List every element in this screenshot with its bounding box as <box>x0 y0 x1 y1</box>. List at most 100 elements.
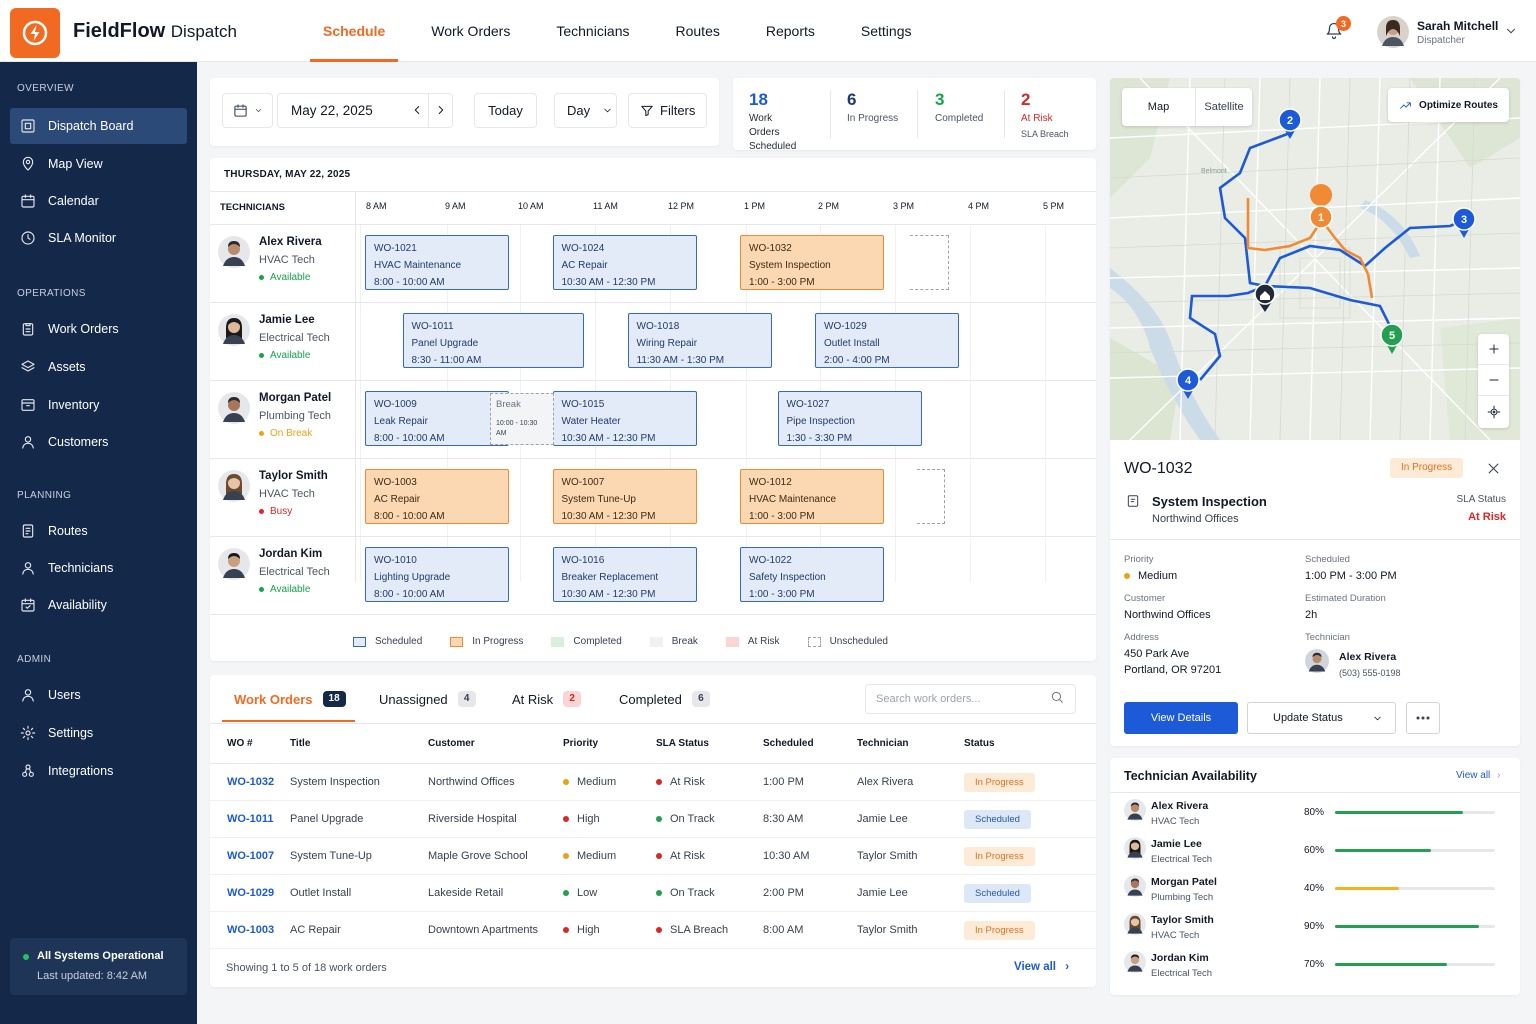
optimize-routes-button[interactable]: Optimize Routes <box>1388 88 1509 122</box>
sidebar-item-users[interactable]: Users <box>10 677 187 713</box>
sidebar-item-assets[interactable]: Assets <box>10 349 187 385</box>
satellite-tab[interactable]: Satellite <box>1204 101 1244 113</box>
break-block[interactable]: Break 10:00 - 10:30 AM <box>490 393 554 445</box>
job-card[interactable]: WO-1032 System Inspection 1:00 - 3:00 PM <box>740 235 884 290</box>
prev-day-icon[interactable] <box>410 103 424 117</box>
col-header[interactable]: Scheduled <box>763 723 857 764</box>
job-card[interactable]: WO-1018 Wiring Repair 11:30 AM - 1:30 PM <box>627 313 772 368</box>
availability-row[interactable]: Jamie Lee Electrical Tech 60% <box>1124 834 1510 872</box>
tab-completed[interactable]: Completed 6 <box>619 691 710 707</box>
col-header[interactable]: Customer <box>428 723 563 764</box>
job-card[interactable]: WO-1027 Pipe Inspection 1:30 - 3:30 PM <box>777 391 922 446</box>
job-card[interactable]: WO-1029 Outlet Install 2:00 - 4:00 PM <box>815 313 959 368</box>
technician-row[interactable]: Alex Rivera HVAC Tech Available <box>218 230 353 300</box>
job-card[interactable]: WO-1012 HVAC Maintenance 1:00 - 3:00 PM <box>740 469 884 524</box>
search-icon[interactable] <box>1050 690 1064 704</box>
next-day-icon[interactable] <box>434 103 448 117</box>
zoom-in-icon[interactable] <box>1478 334 1509 365</box>
sidebar-item-work-orders[interactable]: Work Orders <box>10 311 187 347</box>
chevron-down-icon[interactable] <box>1504 24 1518 38</box>
sidebar-item-inventory[interactable]: Inventory <box>10 387 187 423</box>
availability-row[interactable]: Morgan Patel Plumbing Tech 40% <box>1124 872 1510 910</box>
job-card[interactable]: WO-1016 Breaker Replacement 10:30 AM - 12:… <box>552 547 697 602</box>
avatar[interactable] <box>1377 16 1409 48</box>
wo-link[interactable]: WO-1007 <box>227 850 275 862</box>
wo-link[interactable]: WO-1032 <box>227 776 275 788</box>
unscheduled-slot[interactable] <box>917 469 945 524</box>
availability-row[interactable]: Alex Rivera HVAC Tech 80% <box>1124 796 1510 834</box>
locate-icon[interactable] <box>1478 396 1509 427</box>
job-card[interactable]: WO-1010 Lighting Upgrade 8:00 - 10:00 AM <box>365 547 509 602</box>
sidebar-item-dispatch-board[interactable]: Dispatch Board <box>10 108 187 144</box>
sidebar-item-customers[interactable]: Customers <box>10 424 187 460</box>
table-row[interactable]: WO-1003 AC Repair Downtown Apartments High S… <box>210 911 1096 949</box>
wo-link[interactable]: WO-1003 <box>227 924 275 936</box>
sidebar-item-availability[interactable]: Availability <box>10 587 187 623</box>
nav-settings[interactable]: Settings <box>860 23 912 39</box>
job-card[interactable]: WO-1021 HVAC Maintenance 8:00 - 10:00 AM <box>365 235 509 290</box>
nav-technicians[interactable]: Technicians <box>556 23 630 39</box>
view-all-link[interactable]: View all › <box>1014 961 1070 973</box>
update-status-button[interactable]: Update Status <box>1247 702 1396 734</box>
route-map[interactable]: Belmont 1 2 3 4 5 Map Satellite Optimize… <box>1110 78 1520 440</box>
table-row[interactable]: WO-1007 System Tune-Up Maple Grove School M… <box>210 837 1096 875</box>
technician-row[interactable]: Morgan Patel Plumbing Tech On Break <box>218 386 353 456</box>
filters-button[interactable]: Filters <box>628 93 707 128</box>
zoom-out-icon[interactable] <box>1478 365 1509 396</box>
job-card[interactable]: WO-1022 Safety Inspection 1:00 - 3:00 PM <box>740 547 884 602</box>
availability-view-all[interactable]: View all › <box>1456 770 1501 781</box>
table-row[interactable]: WO-1032 System Inspection Northwind Office… <box>210 763 1096 801</box>
sidebar-item-sla-monitor[interactable]: SLA Monitor <box>10 220 187 256</box>
sidebar-item-integrations[interactable]: Integrations <box>10 753 187 789</box>
nav-schedule[interactable]: Schedule <box>300 0 408 62</box>
job-card[interactable]: WO-1024 AC Repair 10:30 AM - 12:30 PM <box>552 235 697 290</box>
date-display[interactable]: May 22, 2025 <box>277 93 453 128</box>
sidebar-item-routes[interactable]: Routes <box>10 513 187 549</box>
table-row[interactable]: WO-1011 Panel Upgrade Riverside Hospital Hi… <box>210 800 1096 838</box>
col-header[interactable]: Priority <box>563 723 656 764</box>
sidebar-item-calendar[interactable]: Calendar <box>10 183 187 219</box>
job-card[interactable]: WO-1007 System Tune-Up 10:30 AM - 12:30 PM <box>552 469 697 524</box>
col-header[interactable]: Title <box>290 723 428 764</box>
tab-at-risk[interactable]: At Risk 2 <box>512 691 582 707</box>
sidebar-item-settings[interactable]: Settings <box>10 715 187 751</box>
technician-row[interactable]: Jamie Lee Electrical Tech Available <box>218 308 353 378</box>
job-card[interactable]: WO-1003 AC Repair 8:00 - 10:00 AM <box>365 469 509 524</box>
more-options-button[interactable] <box>1406 702 1440 734</box>
sidebar-item-map-view[interactable]: Map View <box>10 146 187 182</box>
job-card[interactable]: WO-1015 Water Heater 10:30 AM - 12:30 PM <box>552 391 697 446</box>
bell-icon[interactable] <box>1325 22 1343 40</box>
technician-row[interactable]: Jordan Kim Electrical Tech Available <box>218 542 353 612</box>
view-select[interactable]: Day <box>554 93 617 128</box>
unscheduled-slot[interactable] <box>910 235 949 290</box>
close-icon[interactable] <box>1486 461 1501 476</box>
job-card[interactable]: WO-1009 Leak Repair 8:00 - 10:00 AM <box>365 391 509 446</box>
today-button[interactable]: Today <box>474 93 537 128</box>
view-details-button[interactable]: View Details <box>1124 702 1238 734</box>
technician-row[interactable]: Taylor Smith HVAC Tech Busy <box>218 464 353 534</box>
col-header[interactable]: WO # <box>210 723 290 764</box>
calendar-picker-button[interactable] <box>222 93 273 128</box>
map-pin-3[interactable]: 3 <box>1452 207 1476 238</box>
availability-row[interactable]: Jordan Kim Electrical Tech 70% <box>1124 948 1510 986</box>
sidebar-item-technicians[interactable]: Technicians <box>10 550 187 586</box>
col-header[interactable]: Status <box>964 723 1096 764</box>
wo-link[interactable]: WO-1029 <box>227 887 275 899</box>
col-header[interactable]: SLA Status <box>656 723 763 764</box>
home-base-icon[interactable] <box>1254 283 1276 312</box>
tab-unassigned[interactable]: Unassigned 4 <box>379 691 476 707</box>
map-pin-5[interactable]: 5 <box>1380 323 1404 354</box>
map-pin-4[interactable]: 4 <box>1176 368 1200 399</box>
logo[interactable] <box>10 8 60 58</box>
table-row[interactable]: WO-1029 Outlet Install Lakeside Retail Low O… <box>210 874 1096 912</box>
search-input[interactable]: Search work orders... <box>865 684 1076 714</box>
wo-link[interactable]: WO-1011 <box>227 813 274 825</box>
availability-row[interactable]: Taylor Smith HVAC Tech 90% <box>1124 910 1510 948</box>
map-pin-2[interactable]: 2 <box>1278 108 1302 139</box>
map-tab[interactable]: Map <box>1122 88 1196 126</box>
tab-work-orders[interactable]: Work Orders 18 <box>234 691 346 707</box>
nav-routes[interactable]: Routes <box>675 23 720 39</box>
map-pin-1[interactable]: 1 <box>1309 184 1333 229</box>
job-card[interactable]: WO-1011 Panel Upgrade 8:30 - 11:00 AM <box>402 313 584 368</box>
col-header[interactable]: Technician <box>857 723 964 764</box>
